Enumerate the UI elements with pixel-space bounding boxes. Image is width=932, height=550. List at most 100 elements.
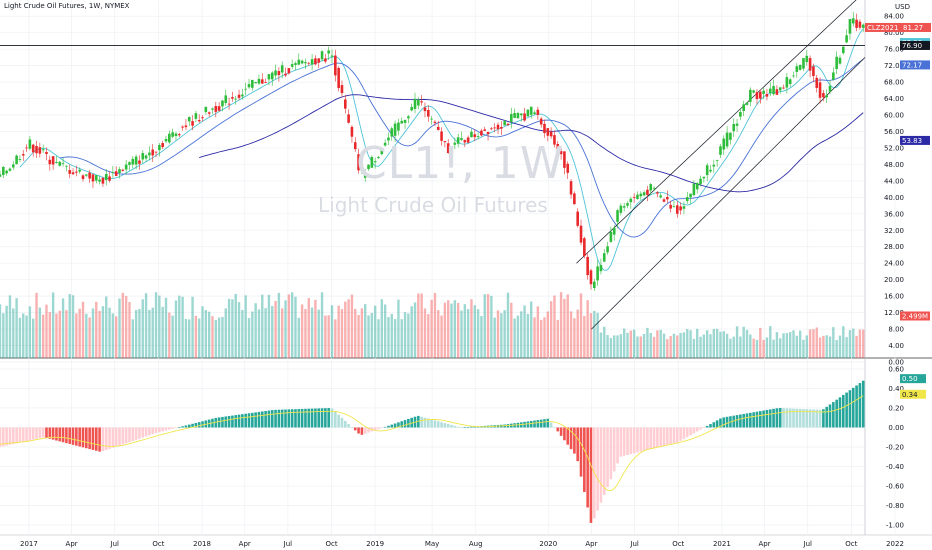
osc-bar bbox=[798, 408, 802, 428]
price-tag-bg bbox=[900, 40, 930, 50]
candle-body bbox=[68, 170, 72, 174]
volume-bar bbox=[812, 329, 815, 358]
osc-bar bbox=[699, 427, 702, 430]
volume-bar bbox=[144, 293, 148, 358]
candle-body bbox=[294, 63, 297, 65]
price-tick-label: 76.00 bbox=[884, 46, 904, 54]
candle-body bbox=[742, 104, 745, 111]
candle-body bbox=[91, 174, 95, 182]
price-tick-label: 4.00 bbox=[888, 342, 904, 350]
candle-body bbox=[264, 82, 267, 83]
volume-bar bbox=[526, 313, 530, 358]
osc-bar bbox=[280, 409, 284, 428]
candle-body bbox=[682, 206, 686, 209]
volume-bar bbox=[828, 336, 832, 358]
osc-bar bbox=[566, 427, 570, 445]
volume-bar bbox=[154, 292, 158, 358]
volume-bar bbox=[304, 309, 307, 358]
volume-bar bbox=[443, 302, 447, 358]
volume-bar bbox=[357, 315, 360, 358]
candle-body bbox=[377, 157, 380, 159]
osc-bar bbox=[579, 427, 583, 477]
osc-bar bbox=[619, 427, 623, 457]
volume-bar bbox=[211, 316, 214, 358]
volume-bar bbox=[712, 328, 716, 358]
time-tick-label: 2019 bbox=[366, 540, 384, 548]
candle-body bbox=[101, 177, 105, 184]
volume-bar bbox=[274, 301, 277, 358]
volume-bar bbox=[55, 313, 58, 358]
volume-bar bbox=[463, 304, 467, 358]
candle-body bbox=[851, 18, 855, 24]
candle-body bbox=[808, 58, 812, 71]
osc-bar bbox=[234, 415, 238, 428]
volume-bar bbox=[795, 335, 799, 358]
osc-bar bbox=[616, 427, 619, 464]
volume-bar bbox=[752, 338, 755, 358]
volume-bar bbox=[38, 307, 42, 358]
volume-bar bbox=[466, 309, 470, 358]
osc-bar bbox=[752, 412, 755, 428]
osc-bar bbox=[768, 409, 772, 428]
osc-bar bbox=[652, 427, 656, 449]
volume-bar bbox=[546, 311, 550, 358]
volume-bars bbox=[0, 292, 865, 358]
volume-bar bbox=[493, 317, 496, 358]
osc-bar bbox=[21, 427, 25, 442]
osc-bar bbox=[260, 411, 264, 428]
candle-body bbox=[134, 156, 138, 165]
osc-bar bbox=[659, 427, 662, 447]
volume-bar bbox=[679, 333, 682, 358]
osc-bar bbox=[762, 410, 765, 428]
volume-bar bbox=[496, 310, 500, 358]
candle-body bbox=[267, 74, 271, 80]
price-tick-label: 52.00 bbox=[884, 144, 904, 152]
candle-body bbox=[685, 197, 689, 202]
candle-body bbox=[705, 165, 709, 176]
volume-bar bbox=[779, 338, 782, 358]
osc-bar bbox=[739, 414, 742, 428]
candle-body bbox=[184, 125, 188, 128]
candle-body bbox=[556, 143, 560, 153]
osc-bar bbox=[18, 427, 22, 443]
osc-bar bbox=[622, 427, 626, 456]
volume-bar bbox=[111, 313, 115, 358]
volume-bar bbox=[171, 315, 174, 358]
candle-body bbox=[659, 195, 662, 198]
volume-bar bbox=[573, 318, 576, 358]
volume-bar bbox=[500, 313, 503, 358]
candle-body bbox=[337, 67, 340, 89]
candle-body bbox=[798, 64, 802, 70]
osc-bar bbox=[573, 427, 576, 454]
volume-bar bbox=[606, 335, 609, 358]
volume-bar bbox=[599, 332, 603, 358]
osc-tick-label: -0.20 bbox=[886, 444, 904, 452]
volume-bar bbox=[785, 333, 789, 358]
osc-bar bbox=[217, 417, 221, 428]
volume-bar bbox=[377, 319, 380, 358]
osc-bar bbox=[722, 417, 726, 428]
osc-bar bbox=[307, 408, 311, 428]
volume-bar bbox=[470, 299, 473, 358]
candle-body bbox=[234, 98, 238, 100]
volume-bar bbox=[32, 318, 35, 358]
candle-body bbox=[423, 107, 427, 112]
candle-body bbox=[350, 126, 354, 137]
candle-body bbox=[709, 169, 712, 172]
osc-bar bbox=[417, 415, 420, 428]
osc-bar bbox=[98, 427, 101, 452]
candle-body bbox=[699, 178, 702, 185]
volume-bar bbox=[855, 335, 858, 358]
price-tick-label: 32.00 bbox=[884, 227, 904, 235]
contract-tag-label: CLZ2021 bbox=[867, 24, 898, 32]
osc-bar bbox=[832, 402, 835, 428]
osc-bar bbox=[642, 427, 646, 451]
volume-bar bbox=[699, 336, 702, 358]
candle-body bbox=[201, 117, 204, 119]
candle-body bbox=[11, 164, 15, 168]
osc-bar bbox=[450, 424, 453, 428]
volume-bar bbox=[297, 317, 301, 358]
osc-bar bbox=[609, 427, 613, 480]
candle-body bbox=[430, 118, 433, 120]
